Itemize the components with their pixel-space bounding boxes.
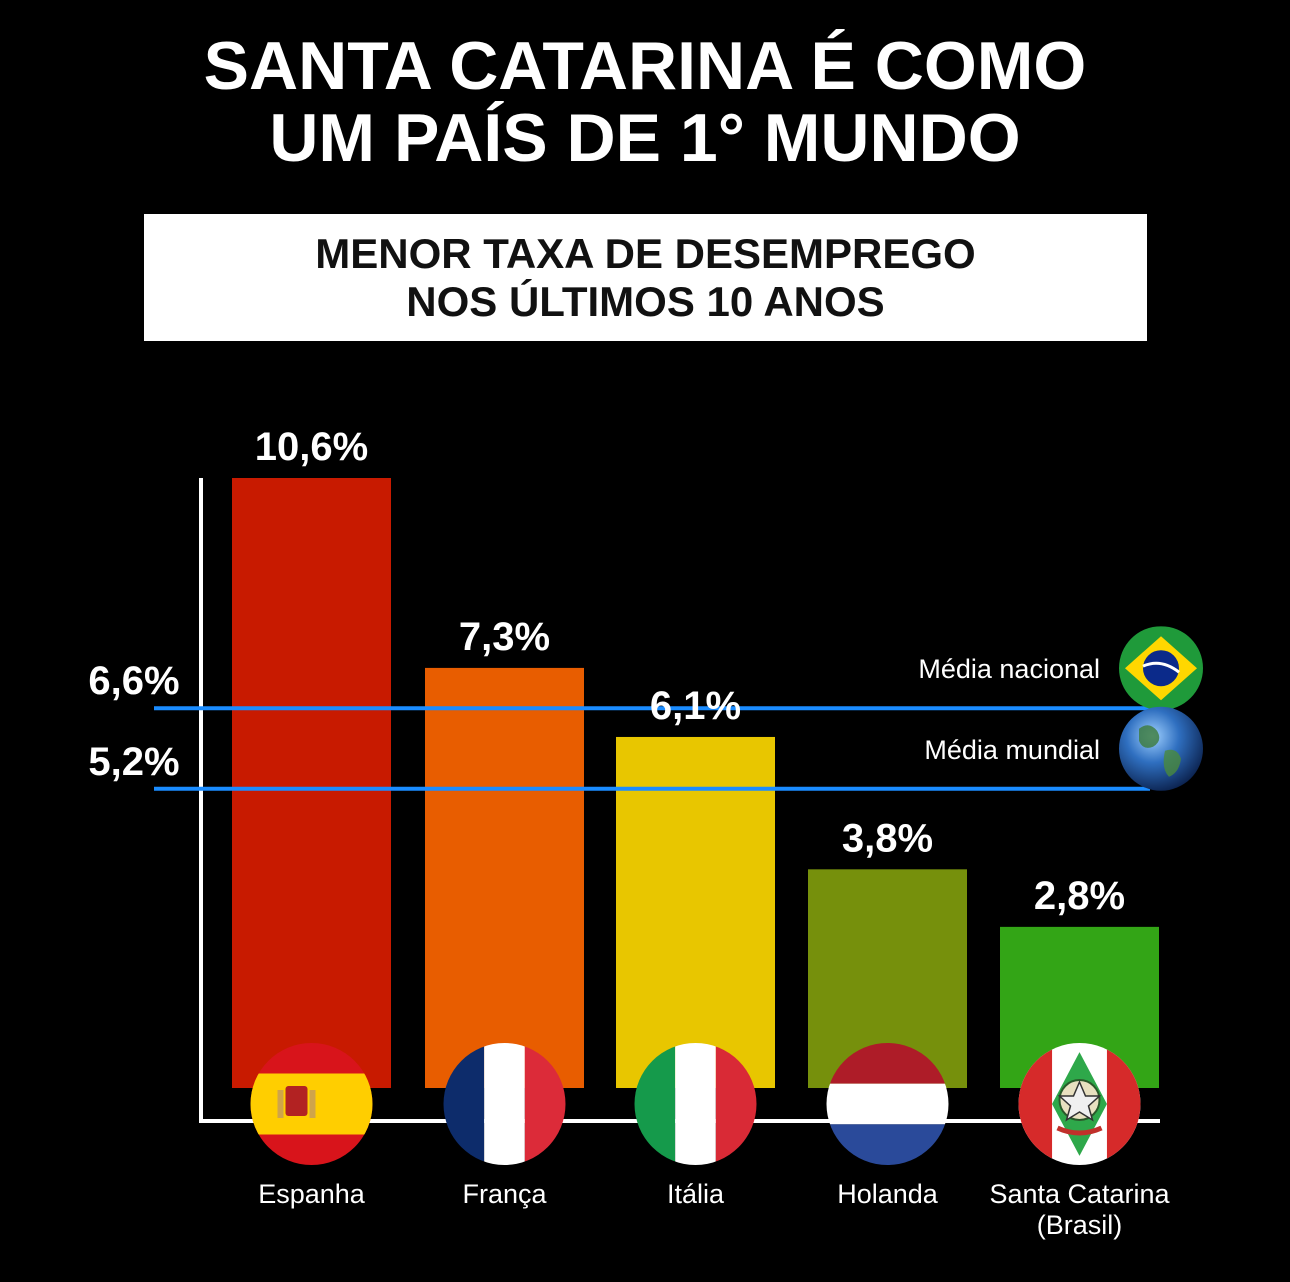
reference-value-label-2: 5,2% — [88, 740, 179, 784]
chart-title-line-2: UM PAÍS DE 1° MUNDO — [269, 100, 1021, 176]
category-label-3: Itália — [667, 1179, 725, 1209]
bar-3 — [616, 736, 775, 1088]
france-flag-icon — [443, 1043, 566, 1165]
value-label-3: 6,1% — [650, 684, 741, 728]
reference-name-label-2: Média mundial — [924, 735, 1100, 765]
globe-icon — [1119, 706, 1203, 791]
chart-subtitle-line-1: MENOR TAXA DE DESEMPREGO — [315, 230, 976, 277]
reference-name-label-1: Média nacional — [918, 654, 1100, 684]
bar-1 — [232, 478, 391, 1088]
netherlands-flag-icon — [826, 1043, 949, 1165]
value-label-1: 10,6% — [255, 425, 368, 469]
bar-2 — [425, 667, 584, 1088]
value-label-2: 7,3% — [459, 615, 550, 659]
brazil-flag-icon — [1119, 626, 1203, 711]
category-label-2: França — [462, 1179, 547, 1209]
italy-flag-icon — [634, 1043, 757, 1165]
category-label-4: Holanda — [837, 1179, 939, 1209]
chart-title-line-1: SANTA CATARINA É COMO — [203, 28, 1087, 104]
chart-title: SANTA CATARINA É COMO UM PAÍS DE 1° MUND… — [0, 30, 1290, 174]
reference-value-label-1: 6,6% — [88, 659, 179, 703]
santa-catarina-flag-icon — [1018, 1043, 1141, 1165]
chart-subtitle-box: MENOR TAXA DE DESEMPREGO NOS ÚLTIMOS 10 … — [144, 214, 1147, 341]
category-label-1: Espanha — [258, 1179, 366, 1209]
chart-subtitle-line-2: NOS ÚLTIMOS 10 ANOS — [406, 278, 885, 325]
value-label-5: 2,8% — [1034, 874, 1125, 918]
category-label-5: Santa Catarina (Brasil) — [989, 1179, 1170, 1240]
spain-flag-icon — [250, 1043, 373, 1165]
value-label-4: 3,8% — [842, 816, 933, 860]
